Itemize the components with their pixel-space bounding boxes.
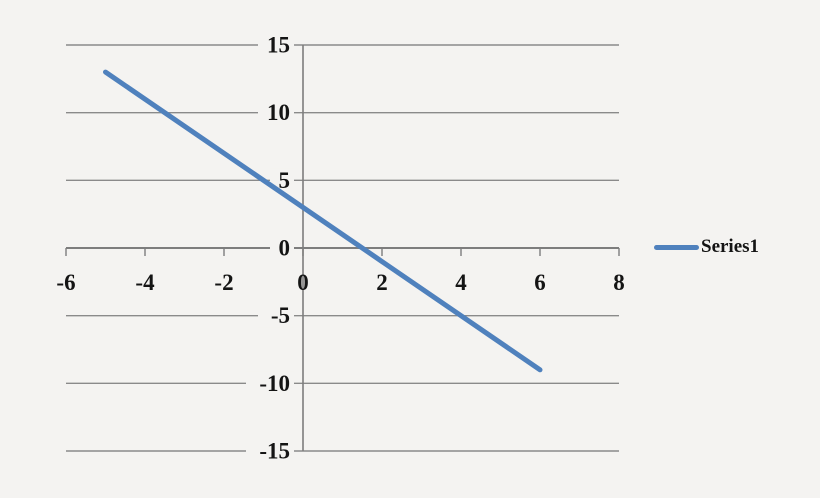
- y-tick-label-bg: [270, 236, 294, 260]
- x-tick-label-6: 6: [534, 270, 546, 295]
- x-tick-label--4: -4: [135, 270, 155, 295]
- y-tick-label--15: -15: [259, 439, 290, 464]
- y-tick-label-10: 10: [267, 100, 290, 125]
- y-tick-label-bg: [258, 33, 294, 57]
- x-tick-label-2: 2: [376, 270, 388, 295]
- series-line-Series1: [103, 69, 543, 373]
- y-tick-label-0: 0: [279, 236, 291, 261]
- y-tick-label-bg: [258, 303, 294, 328]
- legend: Series1: [654, 235, 759, 259]
- x-tick-label-4: 4: [455, 270, 467, 295]
- y-tick-label-bg: [246, 371, 294, 396]
- y-tick-label-bg: [246, 439, 294, 463]
- series1-line-swatch-icon: [654, 244, 699, 250]
- y-tick-label-15: 15: [267, 33, 290, 58]
- y-tick-label-5: 5: [279, 168, 291, 193]
- x-tick-label--6: -6: [56, 270, 75, 295]
- y-tick-label-bg: [258, 100, 294, 125]
- x-tick-label--2: -2: [214, 270, 233, 295]
- y-tick-label--5: -5: [271, 303, 290, 328]
- legend-series-label: Series1: [701, 236, 760, 257]
- x-tick-label-8: 8: [613, 270, 625, 295]
- x-tick-label-0: 0: [297, 270, 309, 295]
- y-tick-label--10: -10: [259, 371, 290, 396]
